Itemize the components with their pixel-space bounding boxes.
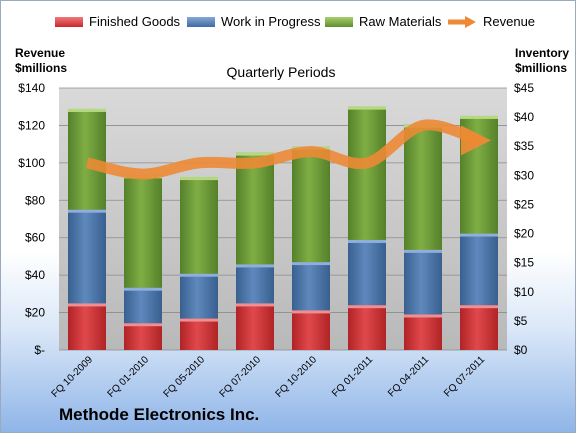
bar-finished-goods-top xyxy=(348,305,386,309)
x-tick-label: FQ 05-2010 xyxy=(162,354,208,400)
bar-raw-materials xyxy=(348,106,386,240)
company-name: Methode Electronics Inc. xyxy=(59,405,260,424)
left-axis-title: Revenue $millions xyxy=(15,46,67,76)
legend-item-revenue: Revenue xyxy=(447,14,535,29)
bar-finished-goods xyxy=(68,303,106,350)
bar-work-in-progress xyxy=(124,287,162,324)
bar-finished-goods xyxy=(404,314,442,350)
right-tick-label: $45 xyxy=(514,81,534,95)
right-axis-title: Inventory $millions xyxy=(515,46,569,76)
x-tick-label: FQ 01-2011 xyxy=(330,354,375,399)
bar-finished-goods xyxy=(124,323,162,350)
left-axis-title-line2: $millions xyxy=(15,61,68,75)
bar-work-in-progress xyxy=(68,209,106,304)
left-tick-label: $100 xyxy=(18,156,45,170)
left-tick-label: $120 xyxy=(18,118,45,132)
bar-finished-goods xyxy=(180,318,218,350)
bar-work-in-progress-top xyxy=(124,287,162,291)
legend-label-work-in-progress: Work in Progress xyxy=(221,14,321,29)
left-tick-label: $80 xyxy=(25,193,45,207)
legend-label-revenue: Revenue xyxy=(483,14,536,29)
x-tick-label: FQ 10-2009 xyxy=(50,354,96,400)
left-tick-label: $140 xyxy=(18,81,45,95)
bar-work-in-progress-top xyxy=(348,239,386,243)
bar-raw-materials xyxy=(292,146,330,263)
right-tick-label: $10 xyxy=(514,285,534,299)
right-axis-title-line1: Inventory xyxy=(515,46,570,60)
bar-raw-materials xyxy=(180,177,218,274)
legend-label-finished-goods: Finished Goods xyxy=(89,14,181,29)
chart-title: Quarterly Periods xyxy=(227,64,336,80)
bar-work-in-progress-top xyxy=(180,273,218,277)
legend-item-raw-materials: Raw Materials xyxy=(325,14,441,29)
legend: Finished Goods Work in Progress Raw Mate… xyxy=(1,14,575,34)
bar-raw-materials-top xyxy=(180,177,218,181)
legend-label-raw-materials: Raw Materials xyxy=(359,14,442,29)
bar-raw-materials xyxy=(68,108,106,210)
finished-goods-swatch xyxy=(55,16,83,27)
bar-work-in-progress-top xyxy=(460,233,498,237)
right-tick-label: $35 xyxy=(514,139,534,153)
right-axis-title-line2: $millions xyxy=(515,61,568,75)
bar-raw-materials xyxy=(404,124,442,250)
bar-work-in-progress-top xyxy=(292,262,330,266)
bar-finished-goods-top xyxy=(180,318,218,322)
left-tick-label: $20 xyxy=(25,306,45,320)
revenue-arrowhead xyxy=(461,125,491,156)
bar-raw-materials-top xyxy=(236,152,274,156)
right-tick-label: $40 xyxy=(514,110,534,124)
revenue-arrow-icon xyxy=(448,15,476,28)
bar-finished-goods-top xyxy=(68,303,106,307)
bar-raw-materials xyxy=(124,175,162,288)
left-tick-label: $60 xyxy=(25,231,45,245)
bar-work-in-progress-top xyxy=(236,264,274,268)
x-tick-label: FQ 10-2010 xyxy=(274,354,320,400)
right-tick-label: $30 xyxy=(514,168,534,182)
raw-materials-swatch xyxy=(325,16,353,27)
bar-raw-materials-top xyxy=(460,115,498,119)
bar-finished-goods xyxy=(236,303,274,350)
x-tick-label: FQ 01-2010 xyxy=(106,354,152,400)
bar-raw-materials xyxy=(236,152,274,265)
right-tick-label: $5 xyxy=(514,314,528,328)
bar-finished-goods-top xyxy=(124,323,162,327)
x-tick-label: FQ 07-2010 xyxy=(218,354,264,400)
right-tick-label: $15 xyxy=(514,256,534,270)
left-tick-label: $- xyxy=(34,343,45,357)
bar-work-in-progress xyxy=(460,233,498,306)
bar-work-in-progress-top xyxy=(404,249,442,253)
bar-finished-goods-top xyxy=(404,314,442,318)
right-tick-label: $20 xyxy=(514,227,534,241)
x-tick-label: FQ 04-2011 xyxy=(386,354,431,399)
work-in-progress-swatch xyxy=(187,16,215,27)
bar-finished-goods xyxy=(292,310,330,350)
bar-work-in-progress-top xyxy=(68,209,106,213)
bar-raw-materials-top xyxy=(68,108,106,112)
x-tick-label: FQ 07-2011 xyxy=(442,354,487,399)
bar-work-in-progress xyxy=(236,264,274,304)
bar-work-in-progress xyxy=(292,262,330,311)
bar-work-in-progress xyxy=(404,249,442,315)
bar-raw-materials-top xyxy=(348,106,386,110)
bar-work-in-progress xyxy=(180,273,218,319)
revenue-line xyxy=(85,119,481,180)
left-tick-label: $40 xyxy=(25,268,45,282)
bar-finished-goods xyxy=(460,305,498,350)
bar-work-in-progress xyxy=(348,239,386,306)
bar-finished-goods xyxy=(348,305,386,350)
left-axis-title-line1: Revenue xyxy=(15,46,66,60)
bar-finished-goods-top xyxy=(236,303,274,307)
right-tick-label: $25 xyxy=(514,197,534,211)
bar-finished-goods-top xyxy=(460,305,498,309)
right-tick-label: $0 xyxy=(514,343,528,357)
legend-item-finished-goods: Finished Goods xyxy=(55,14,180,29)
bar-finished-goods-top xyxy=(292,310,330,314)
legend-item-work-in-progress: Work in Progress xyxy=(187,14,320,29)
